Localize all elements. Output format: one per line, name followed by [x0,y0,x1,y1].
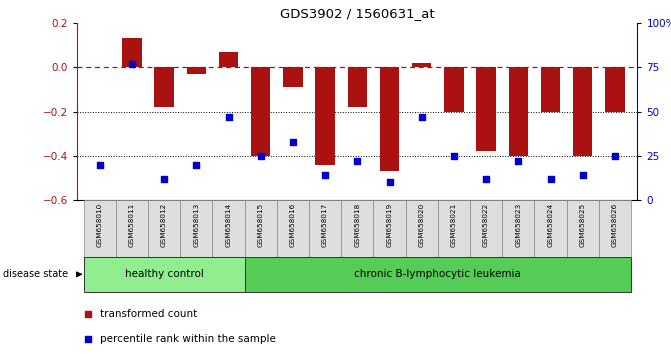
Bar [116,200,148,257]
Point [454,179,464,185]
Text: chronic B-lymphocytic leukemia: chronic B-lymphocytic leukemia [354,269,521,279]
Bar [470,200,502,257]
Point [127,61,138,67]
Bar [219,52,238,67]
Point [223,114,234,120]
Bar [309,200,342,257]
Text: GSM658025: GSM658025 [580,203,586,247]
Bar [122,39,142,67]
Point [448,153,459,159]
Bar [283,67,303,87]
Text: GSM658022: GSM658022 [483,203,489,247]
Text: percentile rank within the sample: percentile rank within the sample [99,333,276,343]
Bar [245,200,277,257]
Bar [476,67,496,152]
Bar [509,67,528,156]
Point [513,158,523,164]
Bar [412,63,431,67]
Point [159,176,170,182]
Point [191,162,202,167]
Text: transformed count: transformed count [99,309,197,319]
Text: GSM658017: GSM658017 [322,203,328,247]
Text: GSM658019: GSM658019 [386,203,393,247]
Point [95,162,105,167]
Text: GSM658013: GSM658013 [193,203,199,247]
Bar [342,200,373,257]
Bar [154,67,174,107]
Text: GSM658023: GSM658023 [515,203,521,247]
Title: GDS3902 / 1560631_at: GDS3902 / 1560631_at [280,7,435,21]
Point [609,153,620,159]
Text: GSM658012: GSM658012 [161,203,167,247]
Text: GSM658026: GSM658026 [612,203,618,247]
Bar [245,257,631,292]
Bar [84,257,245,292]
Point [577,172,588,178]
Text: GSM658015: GSM658015 [258,203,264,247]
Bar [373,200,405,257]
Text: GSM658010: GSM658010 [97,203,103,247]
Bar [213,200,245,257]
Bar [502,200,534,257]
Point [352,158,362,164]
Bar [437,200,470,257]
Point [545,176,556,182]
Point [416,114,427,120]
Bar [599,200,631,257]
Bar [187,67,206,74]
Text: GSM658018: GSM658018 [354,203,360,247]
Text: healthy control: healthy control [125,269,203,279]
Text: GSM658011: GSM658011 [129,203,135,247]
Text: GSM658020: GSM658020 [419,203,425,247]
Point [384,179,395,185]
Bar [605,67,625,112]
Bar [534,200,566,257]
Point [288,139,299,144]
Point [256,153,266,159]
Bar [566,200,599,257]
Bar [277,200,309,257]
Text: GSM658014: GSM658014 [225,203,231,247]
Point [480,176,491,182]
Bar [251,67,270,156]
Bar [405,200,437,257]
Bar [348,67,367,107]
Text: GSM658024: GSM658024 [548,203,554,247]
Bar [444,67,464,112]
Bar [380,67,399,171]
Text: GSM658021: GSM658021 [451,203,457,247]
Text: disease state: disease state [3,269,68,279]
Text: GSM658016: GSM658016 [290,203,296,247]
Bar [180,200,213,257]
Bar [84,200,116,257]
Bar [573,67,592,156]
Bar [148,200,180,257]
Bar [541,67,560,112]
Point [320,172,331,178]
Bar [315,67,335,165]
